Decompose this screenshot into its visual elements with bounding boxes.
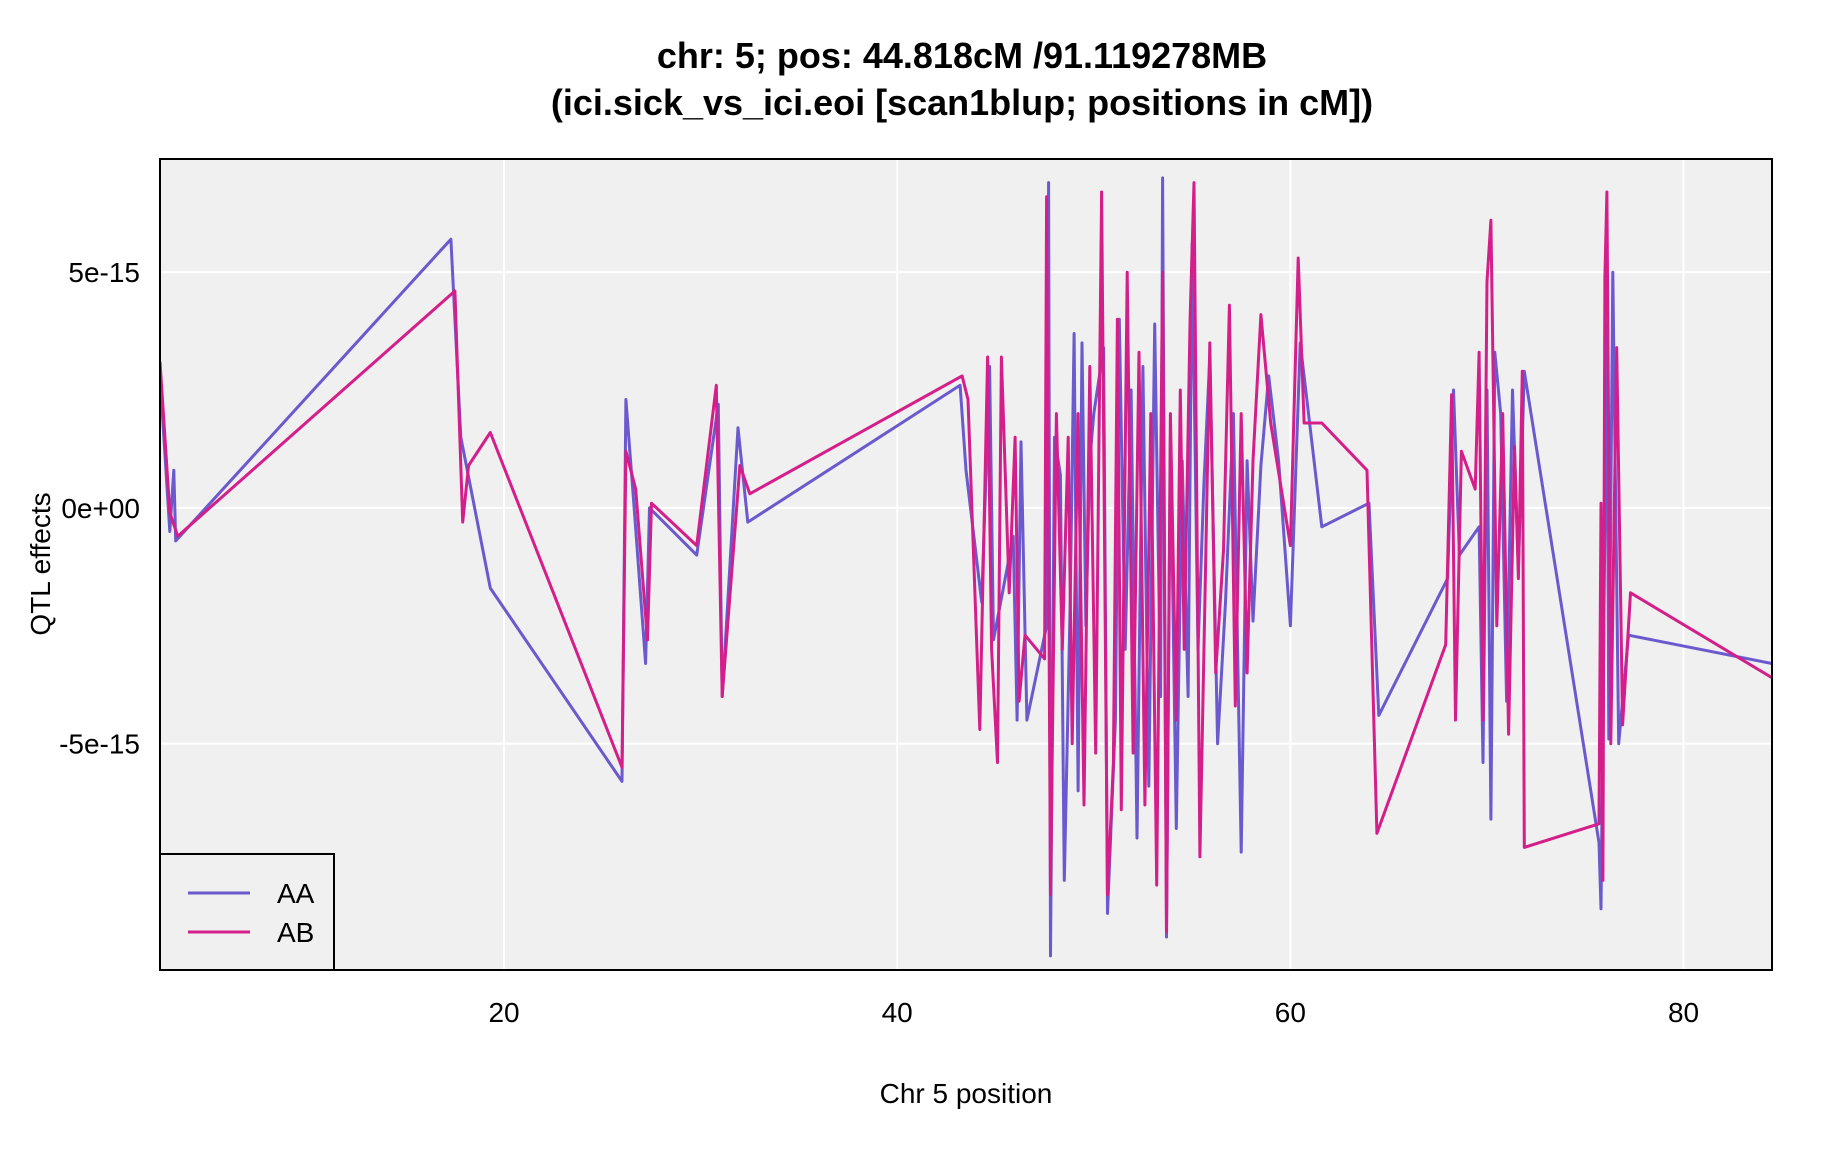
legend-label-aa: AA xyxy=(277,878,315,909)
y-tick-label: -5e-15 xyxy=(59,729,140,760)
legend: AA AB xyxy=(159,853,335,971)
x-tick-label: 80 xyxy=(1668,997,1699,1028)
legend-label-ab: AB xyxy=(277,917,314,948)
chart-title-line-1: chr: 5; pos: 44.818cM /91.119278MB xyxy=(657,35,1267,76)
x-axis-ticks: 20 40 60 80 xyxy=(488,997,1699,1028)
legend-box xyxy=(159,853,335,971)
y-tick-label: 0e+00 xyxy=(61,493,140,524)
x-tick-label: 60 xyxy=(1275,997,1306,1028)
plot-panel xyxy=(160,159,1772,970)
chart-title-line-2: (ici.sick_vs_ici.eoi [scan1blup; positio… xyxy=(551,82,1373,123)
x-tick-label: 40 xyxy=(882,997,913,1028)
series-layer xyxy=(160,176,1772,958)
y-tick-label: 5e-15 xyxy=(68,257,140,288)
x-tick-label: 20 xyxy=(488,997,519,1028)
plot-border xyxy=(159,158,1773,971)
x-axis-label: Chr 5 position xyxy=(880,1078,1053,1109)
y-axis-label: QTL effects xyxy=(25,492,56,635)
series-line-ab xyxy=(160,181,1772,934)
y-axis-ticks: -5e-15 0e+00 5e-15 xyxy=(59,257,140,760)
grid-lines xyxy=(160,159,1772,970)
